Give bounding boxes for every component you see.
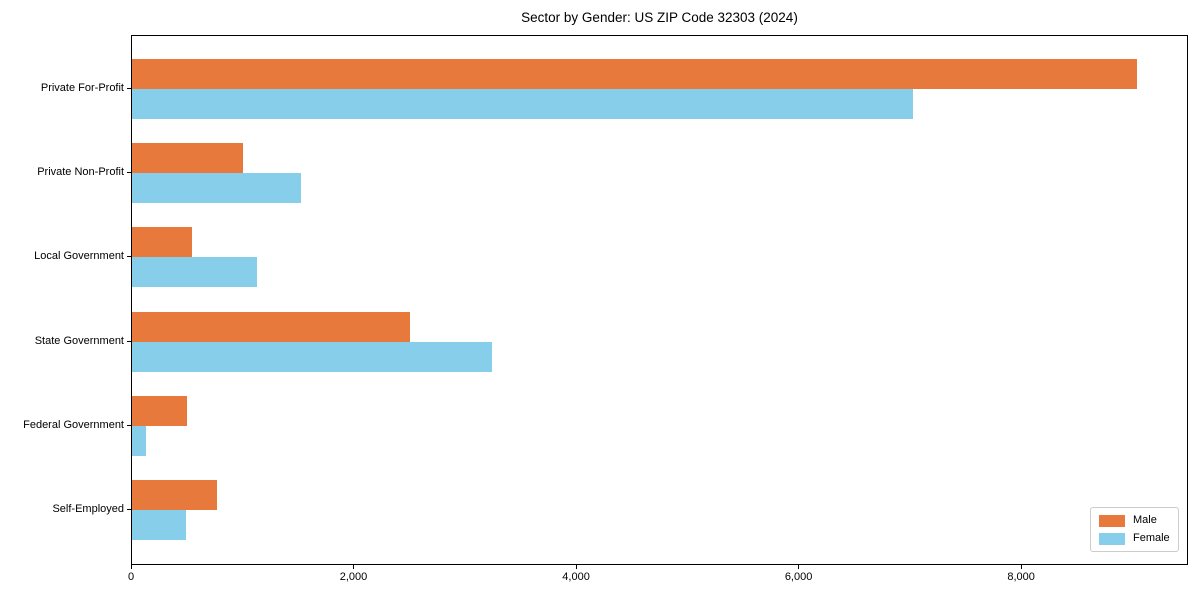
y-tick-label-private-non-profit: Private Non-Profit: [37, 166, 124, 179]
x-tick-4000: [575, 565, 577, 569]
bar-male-federal-government: [132, 395, 188, 426]
legend-label-male: Male: [1133, 514, 1157, 526]
bar-male-self-employed: [132, 480, 218, 510]
y-tick-state-government: [127, 340, 131, 342]
y-tick-private-non-profit: [127, 172, 131, 174]
bar-female-state-government: [132, 341, 493, 372]
legend: Male Female: [1090, 507, 1179, 552]
bar-female-self-employed: [132, 510, 186, 540]
x-tick-0: [130, 565, 132, 569]
bar-male-local-government: [132, 227, 193, 258]
chart-title: Sector by Gender: US ZIP Code 32303 (202…: [521, 10, 798, 25]
y-tick-label-state-government: State Government: [34, 334, 124, 347]
y-tick-federal-government: [127, 424, 131, 426]
x-tick-6000: [798, 565, 800, 569]
x-tick-label-8000: 8,000: [1007, 571, 1035, 583]
x-tick-label-6000: 6,000: [784, 571, 813, 583]
bar-male-private-non-profit: [132, 143, 244, 174]
bar-male-state-government: [132, 311, 411, 342]
male-color-swatch: [1099, 514, 1125, 527]
bar-male-private-for-profit: [132, 59, 1137, 89]
bar-female-federal-government: [132, 425, 146, 456]
x-tick-8000: [1020, 565, 1022, 569]
bar-female-private-for-profit: [132, 89, 914, 119]
y-tick-private-for-profit: [127, 88, 131, 89]
y-tick-label-federal-government: Federal Government: [23, 418, 124, 431]
x-tick-label-2000: 2,000: [339, 571, 368, 583]
x-tick-label-0: 0: [127, 571, 135, 583]
bar-female-local-government: [132, 257, 257, 288]
y-tick-label-local-government: Local Government: [34, 250, 124, 263]
y-tick-label-private-for-profit: Private For-Profit: [40, 82, 124, 94]
y-tick-local-government: [127, 256, 131, 258]
bar-female-private-non-profit: [132, 173, 302, 204]
female-color-swatch: [1099, 532, 1125, 545]
x-tick-label-4000: 4,000: [562, 571, 590, 583]
legend-item-female: Female: [1099, 532, 1170, 545]
legend-item-male: Male: [1099, 514, 1170, 527]
x-tick-2000: [353, 565, 355, 569]
y-tick-label-self-employed: Self-Employed: [52, 503, 124, 515]
y-tick-self-employed: [127, 509, 131, 510]
plot-area: [131, 35, 1188, 565]
legend-label-female: Female: [1133, 532, 1170, 544]
